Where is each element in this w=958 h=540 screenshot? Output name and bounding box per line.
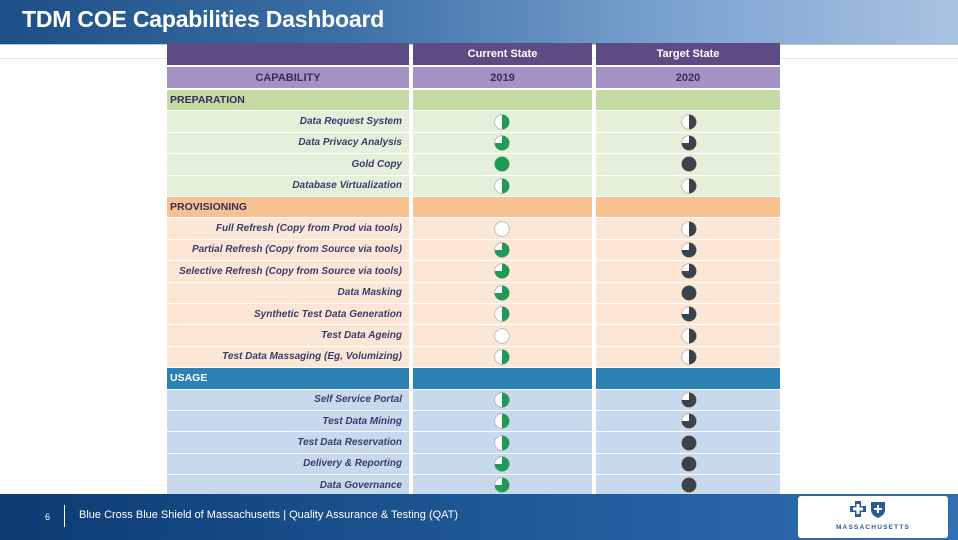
table-row: Synthetic Test Data Generation — [167, 304, 780, 325]
current-harvey-ball-icon — [494, 220, 510, 237]
target-harvey-ball-icon — [681, 477, 697, 493]
target-harvey-ball-icon — [681, 456, 697, 472]
current-harvey-ball-icon — [494, 456, 510, 472]
target-harvey-ball-icon — [681, 242, 697, 258]
capability-label: Self Service Portal — [167, 389, 409, 410]
table-row: Data Privacy Analysis — [167, 132, 780, 154]
logo-wordmark: MASSACHUSETTS — [835, 524, 911, 531]
header-target-state: Target State — [596, 43, 780, 65]
target-harvey-ball-icon — [681, 413, 697, 429]
table-row: Database Virtualization — [167, 175, 780, 196]
section-target-cell — [596, 368, 780, 389]
bcbs-logo: MASSACHUSETTS — [798, 496, 948, 538]
section-label: USAGE — [167, 368, 409, 389]
header-target-year: 2020 — [596, 67, 780, 88]
page-number: 6 — [45, 512, 51, 522]
current-harvey-ball-icon — [494, 242, 510, 258]
capability-label: Test Data Mining — [167, 411, 409, 432]
table-row: Test Data Massaging (Eg, Volumizing) — [167, 346, 780, 368]
target-harvey-ball-icon — [681, 392, 697, 408]
capability-label: Database Virtualization — [167, 175, 409, 196]
current-harvey-ball-icon — [494, 434, 510, 451]
capability-label: Full Refresh (Copy from Prod via tools) — [167, 218, 409, 239]
capability-label: Delivery & Reporting — [167, 453, 409, 475]
current-harvey-ball-icon — [494, 135, 510, 151]
target-harvey-ball-icon — [681, 178, 697, 194]
page-title: TDM COE Capabilities Dashboard — [22, 6, 385, 32]
target-harvey-ball-icon — [681, 306, 697, 322]
title-bar: TDM COE Capabilities Dashboard — [0, 0, 958, 45]
target-harvey-ball-icon — [681, 156, 697, 172]
target-harvey-ball-icon — [681, 113, 697, 130]
table-row: Data Governance — [167, 475, 780, 496]
current-harvey-ball-icon — [494, 156, 510, 172]
section-target-cell — [596, 197, 780, 218]
capability-label: Data Governance — [167, 475, 409, 496]
current-harvey-ball-icon — [494, 477, 510, 493]
current-harvey-ball-icon — [494, 113, 510, 130]
shield-icon — [871, 502, 885, 518]
capability-label: Test Data Massaging (Eg, Volumizing) — [167, 346, 409, 368]
table-row: Selective Refresh (Copy from Source via … — [167, 261, 780, 282]
current-harvey-ball-icon — [494, 349, 510, 365]
capability-label: Gold Copy — [167, 154, 409, 175]
section-current-cell — [413, 197, 592, 218]
section-row-preparation: PREPARATION — [167, 90, 780, 111]
table-row: Test Data Ageing — [167, 325, 780, 346]
target-harvey-ball-icon — [681, 263, 697, 279]
section-target-cell — [596, 90, 780, 111]
target-harvey-ball-icon — [681, 135, 697, 151]
capability-label: Data Request System — [167, 111, 409, 132]
header-current-state: Current State — [413, 43, 592, 65]
section-current-cell — [413, 90, 592, 111]
capability-label: Selective Refresh (Copy from Source via … — [167, 261, 409, 282]
current-harvey-ball-icon — [494, 306, 510, 322]
table-row: Delivery & Reporting — [167, 453, 780, 475]
current-harvey-ball-icon — [494, 263, 510, 279]
footer-text: Blue Cross Blue Shield of Massachusetts … — [79, 509, 459, 521]
section-current-cell — [413, 368, 592, 389]
table-row: Full Refresh (Copy from Prod via tools) — [167, 218, 780, 239]
capability-label: Data Privacy Analysis — [167, 132, 409, 154]
header-blank — [167, 43, 409, 65]
table-row: Gold Copy — [167, 154, 780, 175]
table-row: Data Masking — [167, 282, 780, 303]
target-harvey-ball-icon — [681, 349, 697, 365]
header-current-year: 2019 — [413, 67, 592, 88]
current-harvey-ball-icon — [494, 413, 510, 429]
current-harvey-ball-icon — [494, 392, 510, 408]
target-harvey-ball-icon — [681, 327, 697, 344]
header-row-state: Current State Target State — [167, 43, 780, 65]
capability-label: Partial Refresh (Copy from Source via to… — [167, 239, 409, 261]
table-row: Test Data Reservation — [167, 432, 780, 453]
table-row: Data Request System — [167, 111, 780, 132]
header-capability: CAPABILITY — [167, 67, 409, 88]
capability-label: Test Data Ageing — [167, 325, 409, 346]
capabilities-table: Current State Target State CAPABILITY 20… — [167, 43, 780, 496]
section-label: PREPARATION — [167, 90, 409, 111]
section-row-usage: USAGE — [167, 368, 780, 389]
section-label: PROVISIONING — [167, 197, 409, 218]
header-row-year: CAPABILITY 2019 2020 — [167, 67, 780, 88]
target-harvey-ball-icon — [681, 285, 697, 301]
capability-label: Test Data Reservation — [167, 432, 409, 453]
table-row: Partial Refresh (Copy from Source via to… — [167, 239, 780, 261]
footer-divider — [64, 505, 65, 527]
section-row-provisioning: PROVISIONING — [167, 197, 780, 218]
table-row: Self Service Portal — [167, 389, 780, 410]
current-harvey-ball-icon — [494, 285, 510, 301]
current-harvey-ball-icon — [494, 327, 510, 344]
capability-label: Synthetic Test Data Generation — [167, 304, 409, 325]
target-harvey-ball-icon — [681, 434, 697, 451]
table-row: Test Data Mining — [167, 411, 780, 432]
cross-icon — [850, 501, 866, 517]
capability-label: Data Masking — [167, 282, 409, 303]
current-harvey-ball-icon — [494, 178, 510, 194]
target-harvey-ball-icon — [681, 220, 697, 237]
